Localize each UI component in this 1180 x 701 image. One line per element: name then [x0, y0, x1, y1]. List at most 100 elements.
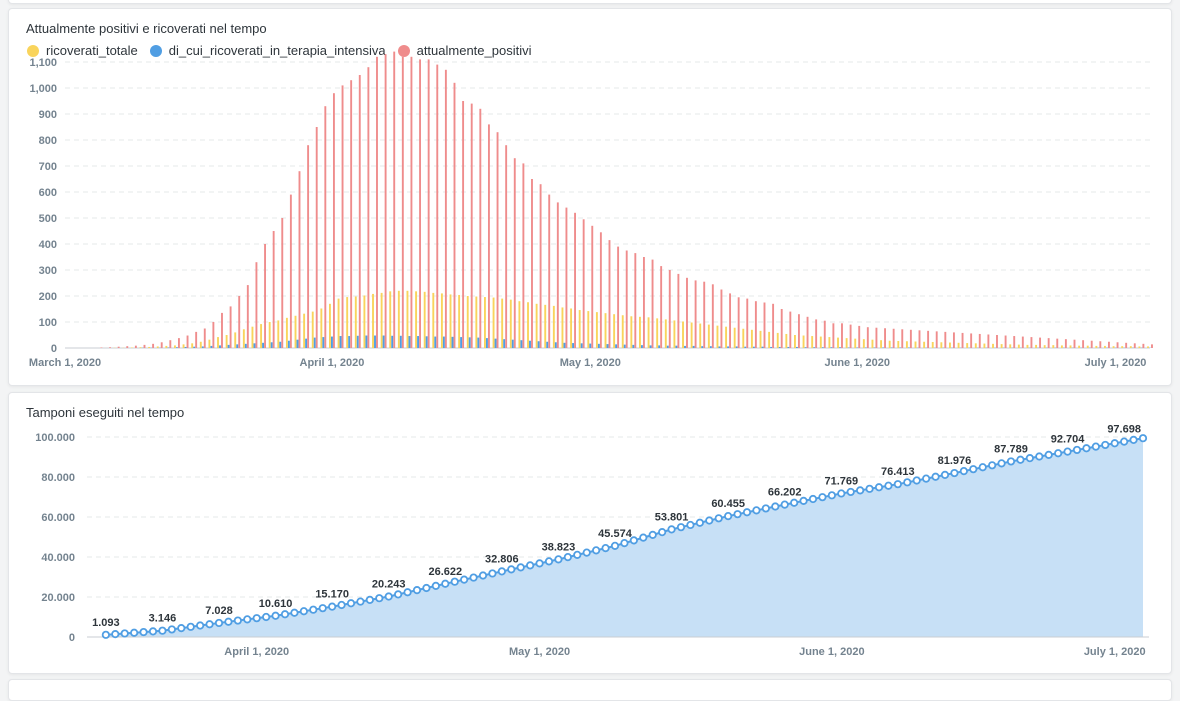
y-tick-label: 400 [39, 239, 57, 251]
bar-di_cui_ricoverati_in_terapia_intensiva [589, 344, 591, 348]
bar-di_cui_ricoverati_in_terapia_intensiva [288, 341, 290, 348]
bar-ricoverati_totale [673, 320, 675, 348]
bar-di_cui_ricoverati_in_terapia_intensiva [228, 345, 230, 348]
bar-attualmente_positivi [815, 319, 817, 348]
bar-di_cui_ricoverati_in_terapia_intensiva [305, 339, 307, 348]
bar-ricoverati_totale [1001, 344, 1003, 348]
data-label: 1.093 [92, 617, 120, 629]
bar-di_cui_ricoverati_in_terapia_intensiva [469, 337, 471, 348]
y-tick-label: 900 [39, 109, 57, 121]
bar-ricoverati_totale [897, 341, 899, 348]
bar-di_cui_ricoverati_in_terapia_intensiva [701, 346, 703, 348]
bar-ricoverati_totale [828, 337, 830, 348]
bar-di_cui_ricoverati_in_terapia_intensiva [753, 347, 755, 348]
bar-ricoverati_totale [148, 347, 150, 348]
bar-attualmente_positivi [660, 266, 662, 348]
x-tick-label: June 1, 2020 [825, 357, 890, 369]
bar-ricoverati_totale [562, 307, 564, 348]
bar-di_cui_ricoverati_in_terapia_intensiva [236, 344, 238, 348]
bar-attualmente_positivi [832, 323, 834, 348]
bar-attualmente_positivi [445, 70, 447, 348]
bar-ricoverati_totale [1009, 344, 1011, 348]
bar-ricoverati_totale [1095, 346, 1097, 348]
bar-ricoverati_totale [407, 291, 409, 348]
bar-di_cui_ricoverati_in_terapia_intensiva [253, 343, 255, 348]
data-point [565, 554, 571, 560]
bar-attualmente_positivi [505, 145, 507, 348]
bar-attualmente_positivi [1030, 337, 1032, 348]
bar-attualmente_positivi [987, 334, 989, 348]
bar-ricoverati_totale [200, 342, 202, 348]
bar-ricoverati_totale [441, 293, 443, 348]
data-label: 92.704 [1051, 434, 1086, 446]
data-point [499, 568, 505, 574]
data-label: 38.823 [542, 541, 576, 553]
data-point [254, 615, 260, 621]
bar-ricoverati_totale [863, 339, 865, 348]
bar-ricoverati_totale [682, 321, 684, 348]
data-point [395, 591, 401, 597]
bar-attualmente_positivi [677, 274, 679, 348]
data-point [998, 460, 1004, 466]
bar-di_cui_ricoverati_in_terapia_intensiva [434, 337, 436, 348]
bar-ricoverati_totale [191, 343, 193, 348]
bar-attualmente_positivi [514, 158, 516, 348]
data-point [697, 520, 703, 526]
bar-ricoverati_totale [312, 312, 314, 348]
data-point [272, 613, 278, 619]
bar-attualmente_positivi [789, 312, 791, 348]
bar-ricoverati_totale [338, 299, 340, 348]
bar-attualmente_positivi [419, 59, 421, 348]
bar-attualmente_positivi [109, 347, 111, 348]
bar-ricoverati_totale [277, 320, 279, 348]
bar-ricoverati_totale [286, 318, 288, 348]
bar-di_cui_ricoverati_in_terapia_intensiva [658, 345, 660, 348]
bar-ricoverati_totale [518, 301, 520, 348]
bar-attualmente_positivi [187, 336, 189, 348]
bar-attualmente_positivi [729, 293, 731, 348]
bar-ricoverati_totale [1104, 346, 1106, 348]
bar-ricoverati_totale [183, 344, 185, 348]
bar-di_cui_ricoverati_in_terapia_intensiva [641, 345, 643, 348]
bar-ricoverati_totale [329, 304, 331, 348]
bar-attualmente_positivi [953, 332, 955, 348]
bar-attualmente_positivi [454, 83, 456, 348]
bar-attualmente_positivi [1151, 344, 1153, 348]
data-point [791, 500, 797, 506]
bar-attualmente_positivi [1005, 336, 1007, 348]
bar-ricoverati_totale [665, 319, 667, 348]
bar-ricoverati_totale [1044, 345, 1046, 348]
bar-attualmente_positivi [703, 282, 705, 348]
bar-ricoverati_totale [975, 343, 977, 348]
bar-di_cui_ricoverati_in_terapia_intensiva [624, 345, 626, 348]
bar-ricoverati_totale [803, 336, 805, 348]
bar-attualmente_positivi [600, 232, 602, 348]
data-point [951, 470, 957, 476]
bar-ricoverati_totale [484, 297, 486, 348]
data-point [357, 598, 363, 604]
bar-ricoverati_totale [1113, 346, 1115, 348]
bar-di_cui_ricoverati_in_terapia_intensiva [581, 343, 583, 348]
bar-attualmente_positivi [919, 330, 921, 348]
data-point [263, 614, 269, 620]
bar-ricoverati_totale [475, 297, 477, 348]
bar-attualmente_positivi [893, 329, 895, 348]
data-point [725, 513, 731, 519]
bar-di_cui_ricoverati_in_terapia_intensiva [193, 347, 195, 348]
bar-ricoverati_totale [295, 316, 297, 348]
bar-di_cui_ricoverati_in_terapia_intensiva [693, 346, 695, 348]
bar-attualmente_positivi [772, 304, 774, 348]
bar-di_cui_ricoverati_in_terapia_intensiva [572, 343, 574, 348]
bar-ricoverati_totale [906, 341, 908, 348]
x-tick-label: April 1, 2020 [300, 357, 365, 369]
bar-attualmente_positivi [359, 75, 361, 348]
data-label: 76.413 [881, 466, 915, 478]
y-tick-label: 40.000 [41, 552, 75, 564]
bar-ricoverati_totale [467, 296, 469, 348]
bar-attualmente_positivi [807, 317, 809, 348]
data-point [1093, 443, 1099, 449]
bar-attualmente_positivi [565, 208, 567, 348]
bar-attualmente_positivi [1074, 340, 1076, 348]
bar-ricoverati_totale [648, 317, 650, 348]
